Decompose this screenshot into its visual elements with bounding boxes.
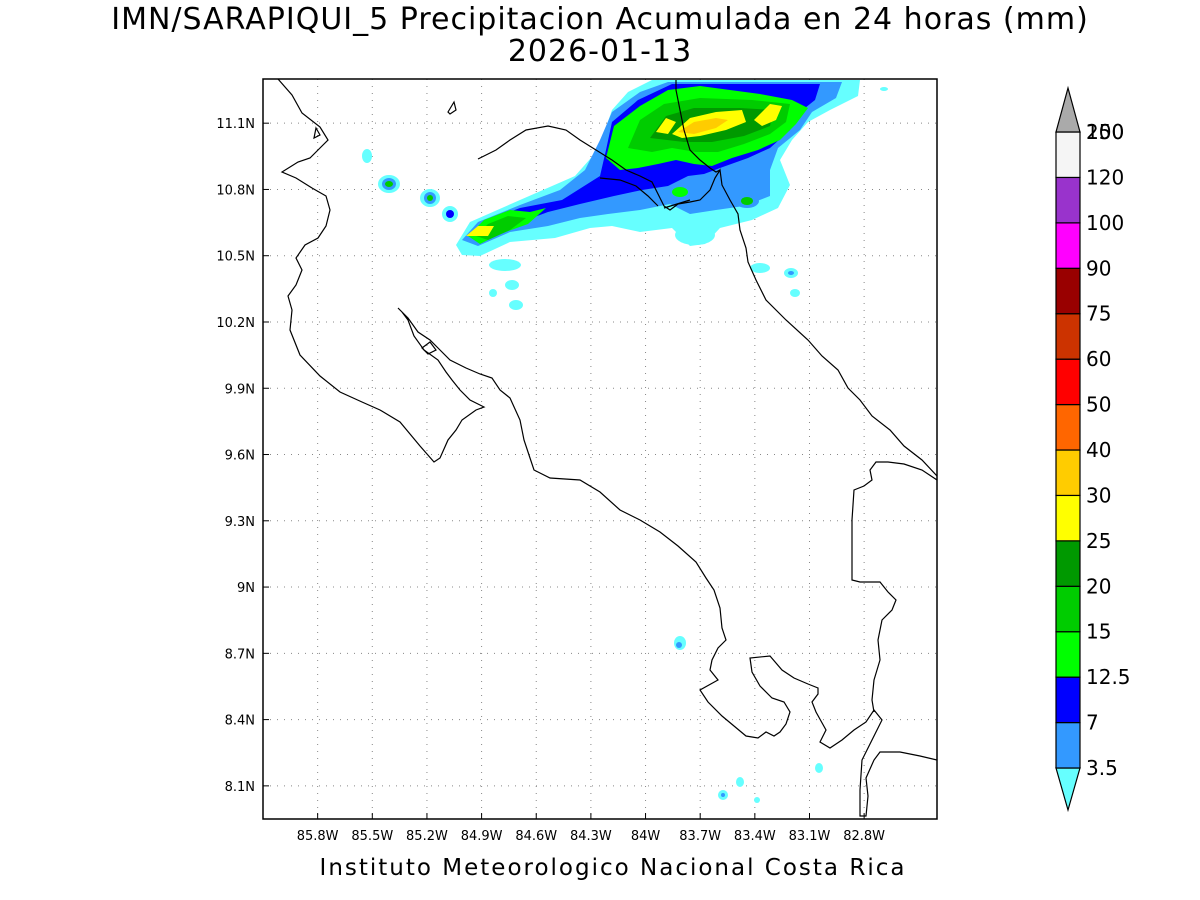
colorbar-swatch [1055, 267, 1081, 315]
colorbar-swatch [1055, 540, 1081, 587]
colorbar-label: 90 [1086, 256, 1111, 280]
precipitation-field [362, 80, 888, 803]
colorbar-swatch [1055, 358, 1081, 406]
colorbar-label: 200 [1086, 120, 1124, 144]
lon-tick-label: 84.3W [570, 829, 612, 844]
colorbar-swatch [1055, 585, 1081, 633]
lat-tick-label: 11.1N [216, 117, 255, 132]
precip-band-30 [656, 118, 676, 134]
precip-band-40 [678, 118, 728, 134]
lat-tick-label: 8.4N [225, 714, 255, 729]
colorbar-label: 12.5 [1086, 665, 1131, 689]
colorbar-swatch [1055, 631, 1081, 678]
colorbar-swatch-min [1055, 767, 1081, 813]
lat-tick-label: 10.8N [216, 183, 255, 198]
lon-tick-label: 82.8W [843, 829, 885, 844]
colorbar-swatch [1055, 313, 1081, 360]
map-title: IMN/SARAPIQUI_5 Precipitacion Acumulada … [111, 2, 1089, 37]
colorbar-label: 7 [1086, 711, 1099, 735]
precip-band-30 [466, 226, 494, 236]
lon-tick-label: 85.5W [351, 829, 393, 844]
lat-tick-label: 8.7N [225, 647, 255, 662]
lat-tick-label: 9.3N [225, 515, 255, 530]
colorbar-label: 60 [1086, 347, 1111, 371]
lon-tick-label: 84.9W [461, 829, 503, 844]
lon-tick-label: 83.4W [734, 829, 776, 844]
colorbar-swatch [1055, 131, 1081, 179]
colorbar-label: 150 [1086, 120, 1124, 144]
colorbar-label: 15 [1086, 620, 1111, 644]
colorbar-swatch-max [1055, 85, 1081, 133]
colorbar-label: 3.5 [1086, 756, 1118, 780]
colorbar-swatch [1055, 676, 1081, 724]
lat-tick-label: 9.9N [225, 382, 255, 397]
lat-tick-label: 8.1N [225, 780, 255, 795]
colorbar-swatch [1055, 449, 1081, 497]
colorbar-swatch [1055, 494, 1081, 542]
colorbar-label: 75 [1086, 302, 1111, 326]
lon-tick-label: 83.1W [789, 829, 831, 844]
colorbar-label: 20 [1086, 574, 1111, 598]
map-grid [263, 79, 937, 819]
map-date: 2026-01-13 [507, 34, 693, 69]
colorbar-swatch [1055, 721, 1081, 769]
colorbar-label: 100 [1086, 211, 1124, 235]
lon-tick-label: 84.6W [515, 829, 557, 844]
lon-tick-label: 85.2W [406, 829, 448, 844]
colorbar-swatch [1055, 222, 1081, 269]
colorbar-label: 50 [1086, 393, 1111, 417]
map-ticks: 11.1N 10.8N 10.5N 10.2N 9.9N 9.6N 9.3N 9N 8.7N 8.… [216, 117, 885, 844]
coastline [277, 79, 937, 817]
lon-tick-label: 84W [631, 829, 661, 844]
colorbar-swatch [1055, 176, 1081, 224]
map-frame [262, 78, 938, 820]
colorbar-label: 120 [1086, 165, 1124, 189]
precip-band-30 [754, 104, 782, 126]
colorbar-label: 30 [1086, 483, 1111, 507]
lat-tick-label: 9N [237, 581, 255, 596]
map-footer: Instituto Meteorologico Nacional Costa R… [319, 855, 907, 881]
lon-tick-label: 83.7W [679, 829, 721, 844]
lat-tick-label: 10.2N [216, 316, 255, 331]
scattered-cells [362, 87, 888, 803]
colorbar-swatch [1055, 403, 1081, 451]
colorbar-label: 40 [1086, 438, 1111, 462]
lat-tick-label: 10.5N [216, 250, 255, 265]
lat-tick-label: 9.6N [225, 449, 255, 464]
lon-tick-label: 85.8W [297, 829, 339, 844]
colorbar-label: 25 [1086, 529, 1111, 553]
